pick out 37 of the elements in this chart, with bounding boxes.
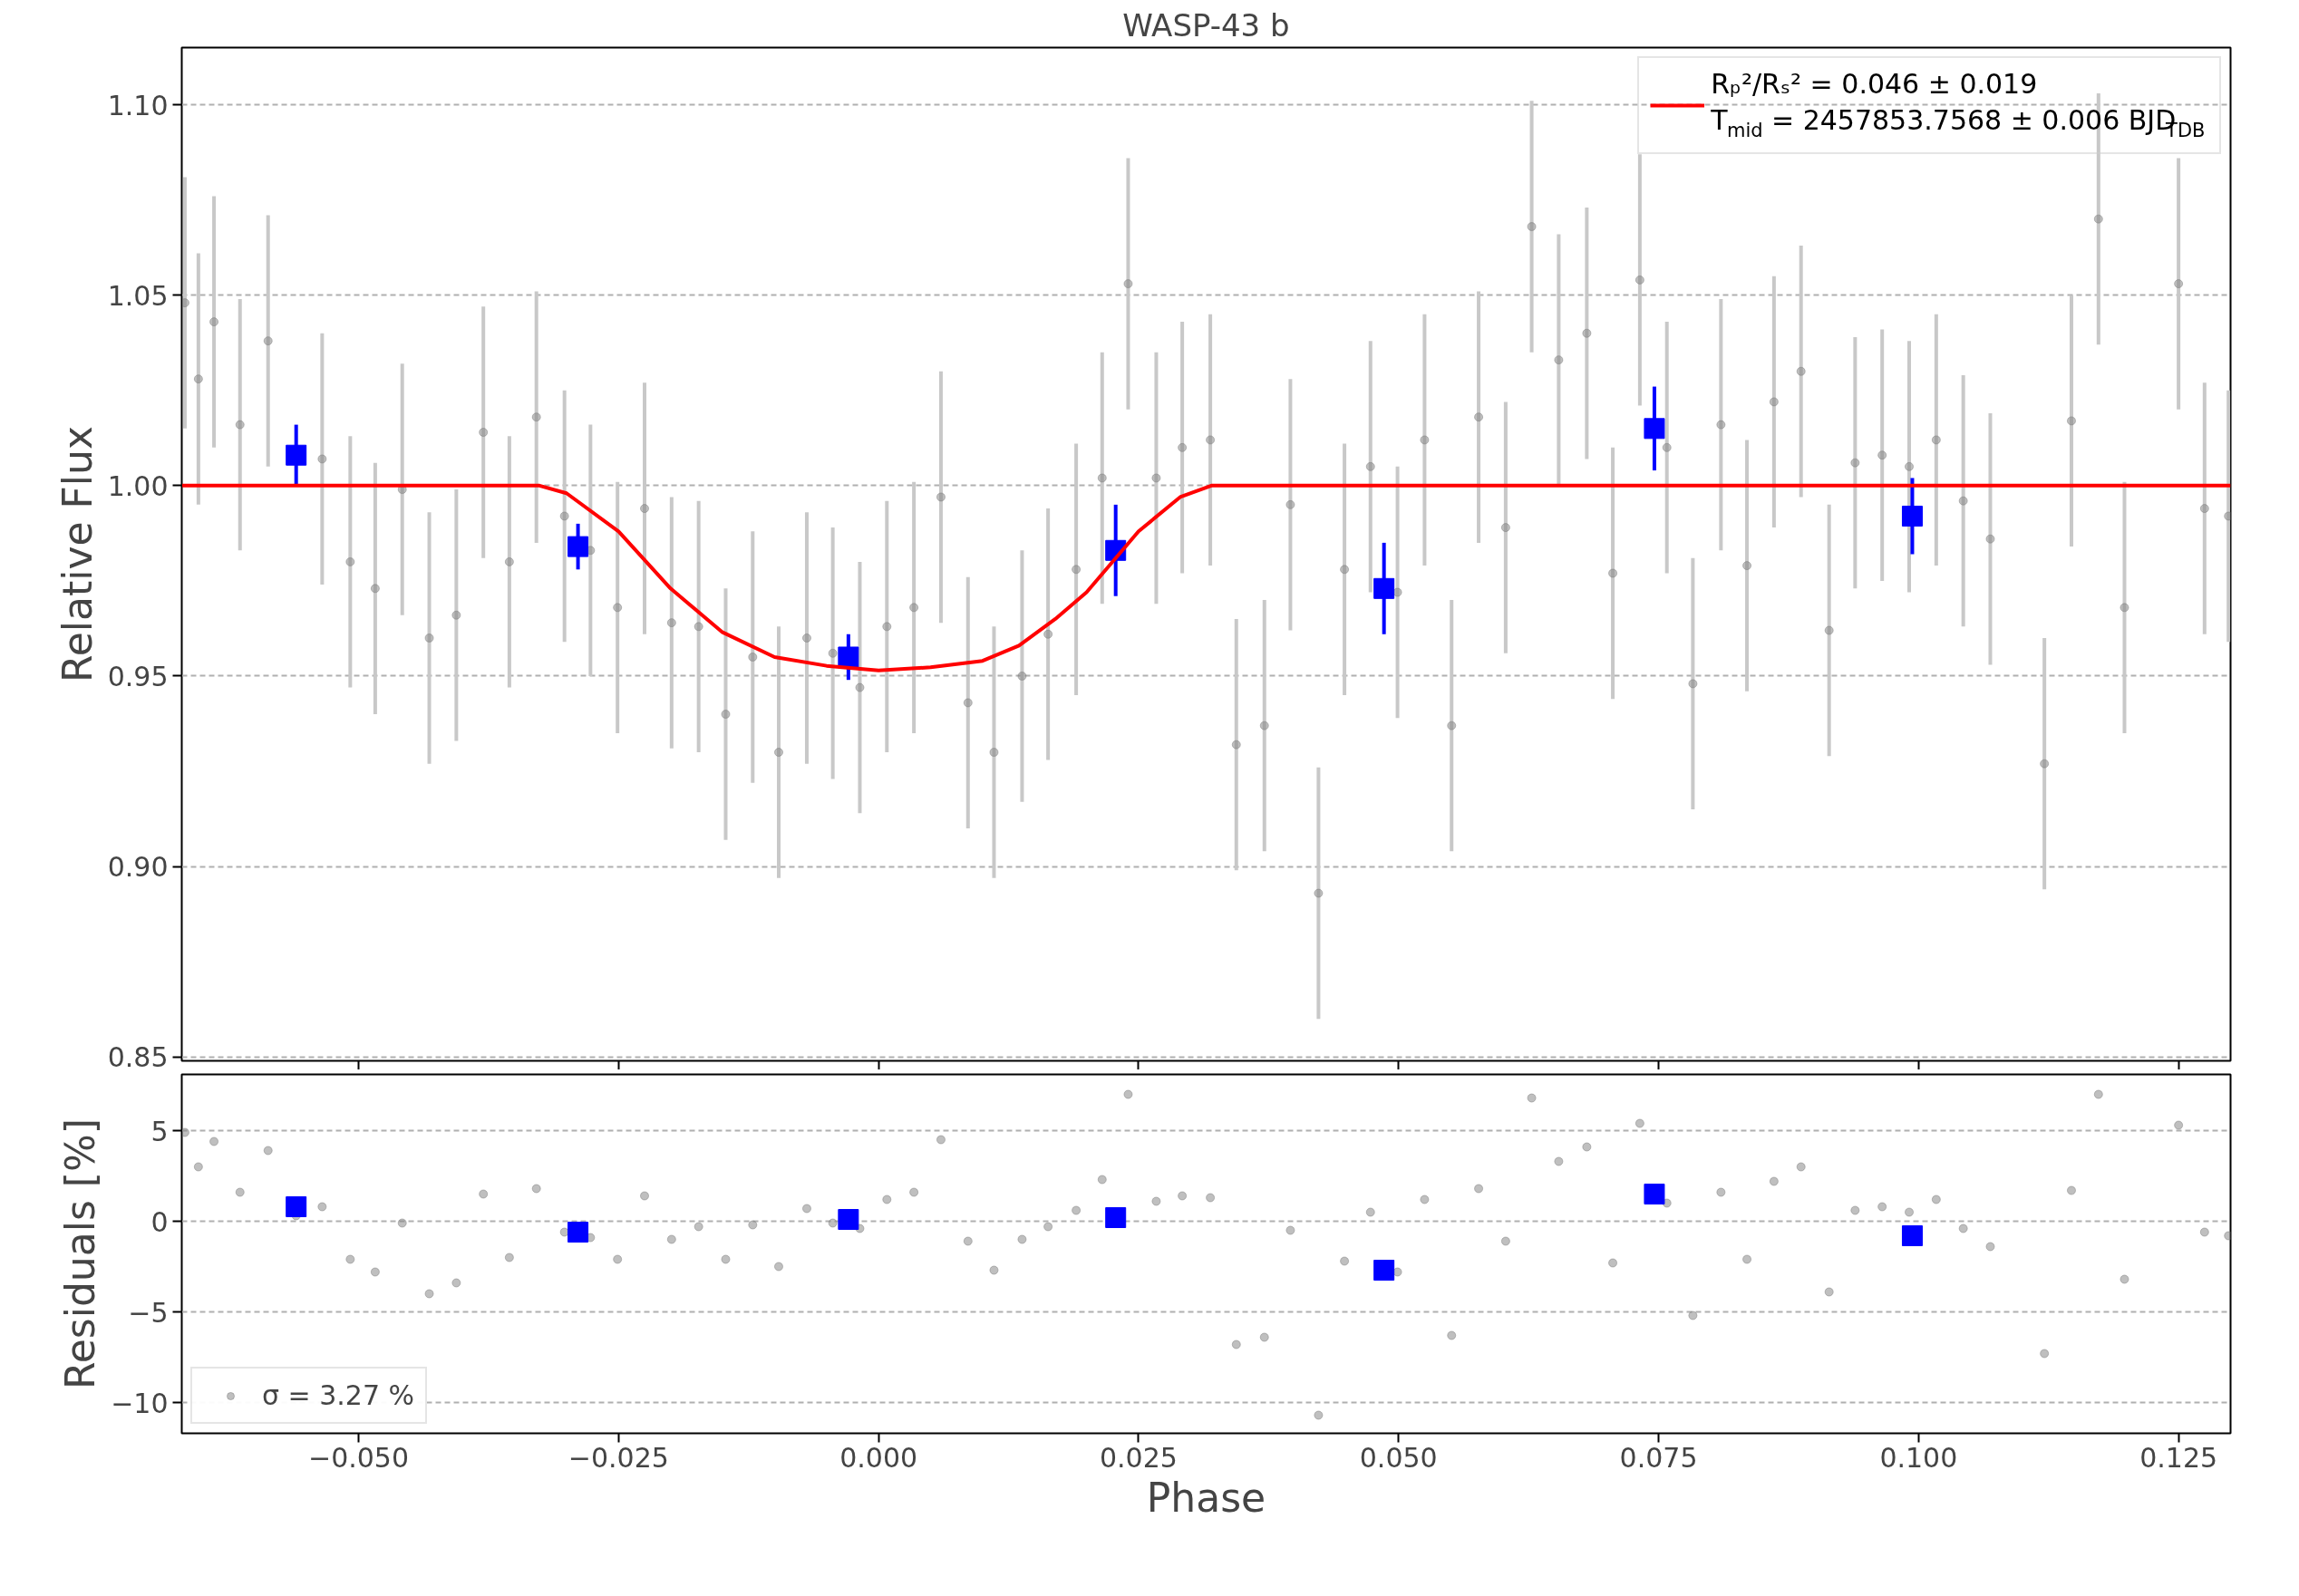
point [1644,1184,1665,1204]
x-tick-label: 0.000 [839,1441,918,1474]
point [838,1209,859,1230]
point [286,444,307,466]
point [286,1196,307,1217]
x-axis-title: Phase [1146,1474,1266,1521]
point [1373,577,1395,599]
y-tick-label: 0.85 [107,1041,169,1074]
point [838,646,859,668]
x-tick-label: 0.100 [1879,1441,1958,1474]
y-axis-title: Relative Flux [53,426,101,682]
y-tick-label: 5 [150,1115,169,1147]
y-axis-title: Residuals [%] [57,1118,104,1389]
y-tick-label: 1.00 [107,469,169,502]
y-tick-label: −5 [128,1296,169,1329]
chart-title: WASP-43 b [1122,6,1290,44]
point [1105,1207,1127,1228]
point [1644,418,1665,440]
point [567,536,589,557]
x-tick-label: 0.050 [1359,1441,1438,1474]
y-tick-label: 0.95 [107,661,169,692]
x-tick-label: 0.075 [1619,1441,1698,1474]
x-tick-label: 0.025 [1099,1441,1178,1474]
point [1373,1260,1395,1281]
y-tick-label: 0 [150,1205,169,1238]
point [567,1222,589,1243]
point [1901,505,1923,527]
y-tick-label: 0.90 [107,851,169,884]
legend-label: σ = 3.27 % [262,1379,415,1411]
y-tick-label: 1.05 [107,279,169,312]
x-tick-label: −0.050 [308,1441,410,1474]
y-tick-label: 1.10 [107,89,169,121]
x-tick-label: 0.125 [2139,1441,2218,1474]
x-tick-label: −0.025 [567,1441,669,1474]
y-tick-label: −10 [111,1387,169,1419]
point [1901,1225,1923,1246]
line-series [181,483,2231,672]
